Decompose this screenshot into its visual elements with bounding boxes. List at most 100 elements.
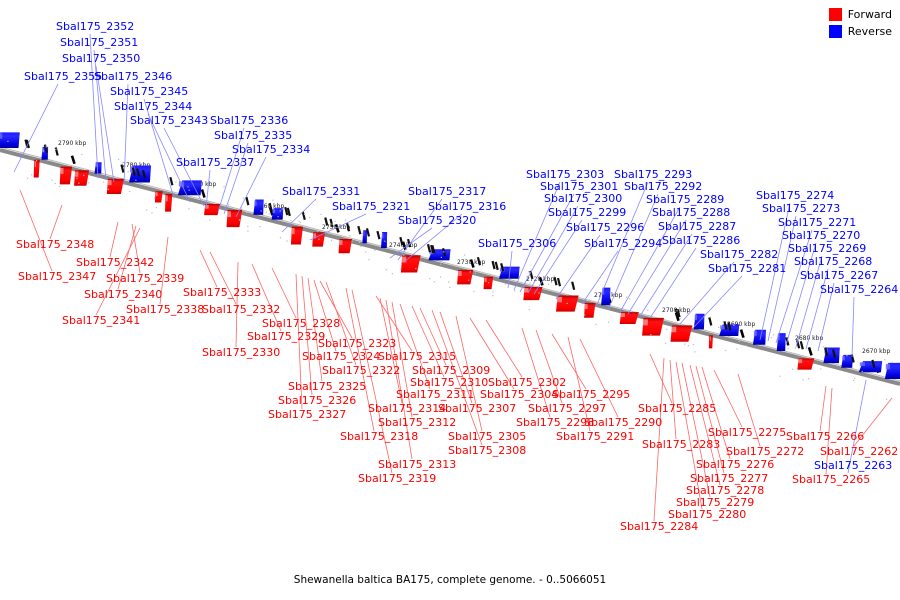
gene-label[interactable]: Sbal175_2291 [556,430,634,443]
gene-label[interactable]: Sbal175_2322 [322,364,400,377]
gene-label[interactable]: Sbal175_2339 [106,272,184,285]
gene-label[interactable]: Sbal175_2331 [282,185,360,198]
gene-label[interactable]: Sbal175_2278 [686,484,764,497]
gene-label[interactable]: Sbal175_2292 [624,180,702,193]
gene-feature[interactable] [253,199,264,215]
gene-label[interactable]: Sbal175_2297 [528,402,606,415]
gene-feature[interactable] [642,317,664,336]
gene-label[interactable]: Sbal175_2266 [786,430,864,443]
gene-label[interactable]: Sbal175_2289 [646,193,724,206]
gene-label[interactable]: Sbal175_2340 [84,288,162,301]
gene-feature[interactable] [0,132,20,148]
gene-feature[interactable] [226,209,243,228]
gene-label[interactable]: Sbal175_2308 [448,444,526,457]
gene-feature[interactable] [381,231,388,249]
gene-label[interactable]: Sbal175_2317 [408,185,486,198]
gene-label[interactable]: Sbal175_2326 [278,394,356,407]
gene-feature[interactable] [59,166,73,185]
gene-label[interactable]: Sbal175_2307 [438,402,516,415]
gene-label[interactable]: Sbal175_2287 [658,220,736,233]
gene-label[interactable]: Sbal175_2276 [696,458,774,471]
gene-feature[interactable] [74,170,90,186]
gene-label[interactable]: Sbal175_2285 [638,402,716,415]
gene-label[interactable]: Sbal175_2316 [428,200,506,213]
gene-label[interactable]: Sbal175_2315 [378,350,456,363]
gene-label[interactable]: Sbal175_2265 [792,473,870,486]
gene-feature[interactable] [94,162,102,174]
gene-label[interactable]: Sbal175_2281 [708,262,786,275]
gene-label[interactable]: Sbal175_2320 [398,214,476,227]
gene-feature[interactable] [619,312,639,325]
gene-label[interactable]: Sbal175_2313 [378,458,456,471]
gene-label[interactable]: Sbal175_2342 [76,256,154,269]
gene-label[interactable]: Sbal175_2329 [247,330,325,343]
gene-label[interactable]: Sbal175_2327 [268,408,346,421]
gene-label[interactable]: Sbal175_2270 [782,229,860,242]
gene-label[interactable]: Sbal175_2283 [642,438,720,451]
gene-label[interactable]: Sbal175_2341 [62,314,140,327]
gene-arrow[interactable] [0,132,20,148]
gene-label[interactable]: Sbal175_2314 [368,402,446,415]
gene-label[interactable]: Sbal175_2348 [16,238,94,251]
gene-label[interactable]: Sbal175_2301 [540,180,618,193]
gene-label[interactable]: Sbal175_2302 [488,376,566,389]
gene-label[interactable]: Sbal175_2277 [690,472,768,485]
gene-feature[interactable] [154,191,163,203]
gene-label[interactable]: Sbal175_2296 [566,221,644,234]
gene-feature[interactable] [106,178,124,195]
gene-label[interactable]: Sbal175_2318 [340,430,418,443]
gene-label[interactable]: Sbal175_2293 [614,168,692,181]
gene-feature[interactable] [841,354,853,368]
gene-label[interactable]: Sbal175_2334 [232,143,310,156]
gene-label[interactable]: Sbal175_2271 [778,216,856,229]
gene-label[interactable]: Sbal175_2262 [820,445,898,458]
gene-label[interactable]: Sbal175_2352 [56,20,134,33]
gene-arrow[interactable] [708,335,714,349]
gene-label[interactable]: Sbal175_2279 [676,496,754,509]
gene-feature[interactable] [33,159,40,178]
gene-label[interactable]: Sbal175_2343 [130,114,208,127]
gene-feature[interactable] [271,208,284,220]
gene-label[interactable]: Sbal175_2300 [544,192,622,205]
gene-label[interactable]: Sbal175_2351 [60,36,138,49]
gene-label[interactable]: Sbal175_2290 [584,416,662,429]
gene-feature[interactable] [752,329,766,345]
gene-label[interactable]: Sbal175_2306 [478,237,556,250]
gene-label[interactable]: Sbal175_2298 [516,416,594,429]
gene-label[interactable]: Sbal175_2338 [126,303,204,316]
gene-label[interactable]: Sbal175_2288 [652,206,730,219]
gene-label[interactable]: Sbal175_2350 [62,52,140,65]
gene-label[interactable]: Sbal175_2346 [94,70,172,83]
gene-label[interactable]: Sbal175_2337 [176,156,254,169]
gene-label[interactable]: Sbal175_2282 [700,248,778,261]
gene-label[interactable]: Sbal175_2345 [110,85,188,98]
gene-label[interactable]: Sbal175_2344 [114,100,192,113]
gene-feature[interactable] [776,333,786,351]
gene-label[interactable]: Sbal175_2336 [210,114,288,127]
gene-arrow[interactable] [381,231,388,249]
gene-label[interactable]: Sbal175_2303 [526,168,604,181]
gene-feature[interactable] [708,335,714,349]
gene-feature[interactable] [457,269,474,285]
gene-feature[interactable] [584,302,596,318]
gene-label[interactable]: Sbal175_2280 [668,508,746,521]
gene-feature[interactable] [797,358,815,370]
gene-feature[interactable] [177,180,202,196]
gene-label[interactable]: Sbal175_2309 [412,364,490,377]
gene-feature[interactable] [165,193,173,212]
gene-feature[interactable] [290,226,303,245]
gene-label[interactable]: Sbal175_2294 [584,237,662,250]
gene-feature[interactable] [884,362,900,380]
gene-label[interactable]: Sbal175_2347 [18,270,96,283]
gene-feature[interactable] [204,204,221,216]
gene-label[interactable]: Sbal175_2305 [448,430,526,443]
gene-label[interactable]: Sbal175_2275 [708,426,786,439]
gene-label[interactable]: Sbal175_2264 [820,283,898,296]
gene-feature[interactable] [523,287,543,301]
gene-label[interactable]: Sbal175_2323 [318,337,396,350]
gene-label[interactable]: Sbal175_2328 [262,317,340,330]
gene-label[interactable]: Sbal175_2269 [788,242,866,255]
gene-label[interactable]: Sbal175_2312 [378,416,456,429]
gene-label[interactable]: Sbal175_2263 [814,459,892,472]
gene-label[interactable]: Sbal175_2267 [800,269,878,282]
